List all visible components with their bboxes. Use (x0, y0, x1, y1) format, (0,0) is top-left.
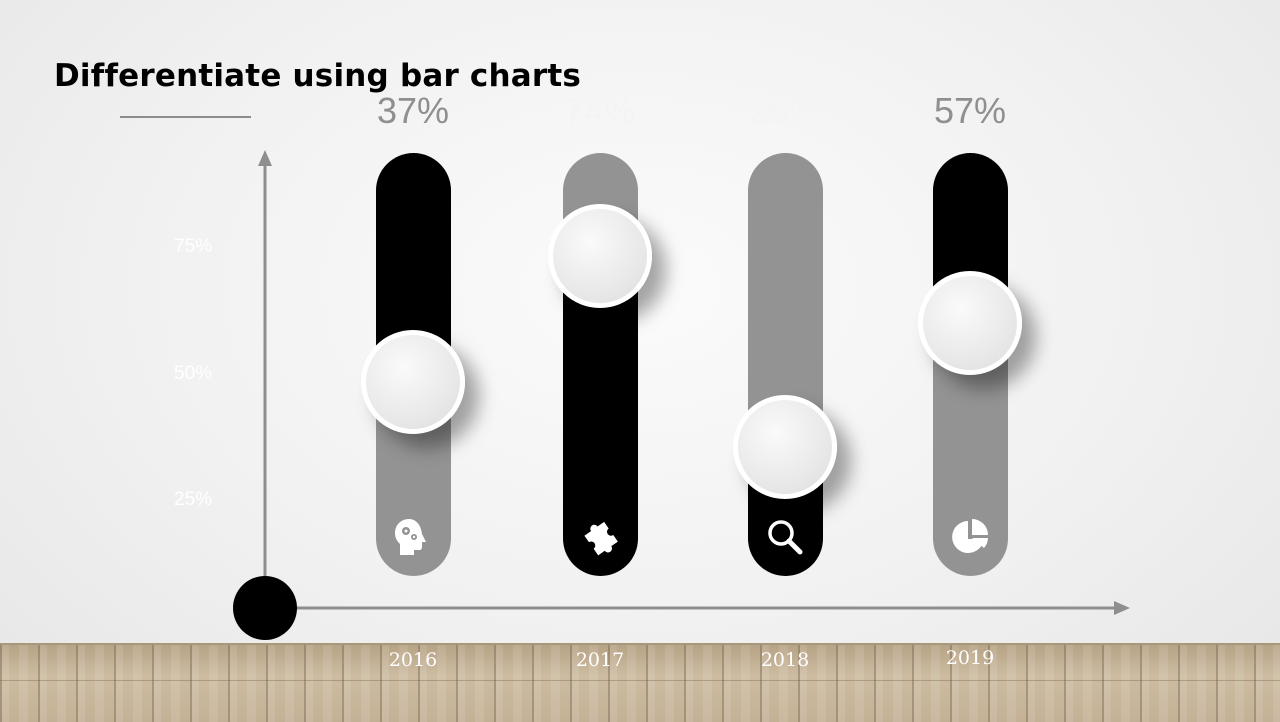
bar-value-knob (918, 271, 1022, 375)
y-axis-arrowhead (258, 150, 272, 166)
bar-value-knob (361, 330, 465, 434)
magnifier-icon (763, 515, 807, 559)
x-tick-label: 2018 (760, 649, 810, 671)
title-underline (120, 116, 251, 118)
y-tick-label: 25% (174, 489, 213, 510)
bar-value-knob (733, 395, 837, 499)
x-tick-label: 2019 (945, 647, 995, 669)
head-gears-icon (391, 515, 435, 559)
bar-value-knob (548, 204, 652, 308)
bar-value-label: 25% (748, 90, 822, 131)
bar-2018 (748, 153, 823, 576)
y-tick-label: 75% (174, 236, 213, 257)
floor-seam (0, 680, 1280, 681)
slide-title: Differentiate using bar charts (54, 58, 582, 94)
x-axis-arrowhead (1114, 601, 1130, 615)
x-tick-label: 2017 (575, 649, 625, 671)
y-tick-label: 50% (174, 363, 213, 384)
bar-value-label: 57% (933, 90, 1007, 131)
puzzle-icon (578, 515, 622, 559)
pie-chart-icon (948, 515, 992, 559)
bar-value-label: 37% (376, 90, 450, 131)
bar-value-label: 74% (563, 90, 637, 131)
axis-origin-dot (233, 576, 297, 640)
x-tick-label: 2016 (388, 649, 438, 671)
wood-floor (0, 643, 1280, 722)
